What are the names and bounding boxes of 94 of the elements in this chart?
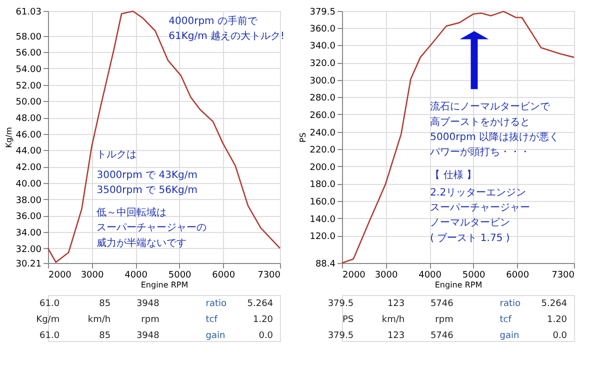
annotation: スーパーチャージャー [430, 202, 530, 214]
x-tick-label: 7300 [258, 270, 281, 280]
text: 61.0 [40, 331, 60, 341]
annotation: 【 仕様 】 [430, 168, 477, 181]
x-tick-label: 7300 [552, 270, 575, 280]
y-tick-label: 360.0 [310, 24, 336, 34]
text: ratio [500, 299, 522, 309]
text: 1.20 [546, 315, 568, 325]
x-tick-label: 6000 [212, 270, 236, 280]
text: 0.0 [258, 331, 274, 341]
y-tick-label: 58.00 [16, 32, 42, 42]
y-tick-label: 30.21 [16, 260, 42, 270]
text: 1.20 [252, 315, 274, 325]
annotation: 威力が半端ないです [96, 236, 187, 249]
x-tick-label: 4000 [124, 270, 148, 280]
text: 3948 [136, 331, 160, 341]
y-tick-label: 260.0 [310, 110, 336, 121]
x-tick-label: 2000 [342, 270, 366, 280]
annotation: 61Kg/m 越えの大トルク! [168, 30, 285, 42]
y-tick-label: 32.00 [16, 244, 42, 255]
text: 5746 [430, 299, 454, 309]
annotation: ノーマルタービン [430, 218, 510, 229]
text: 85 [99, 299, 111, 309]
x-tick-label: 6000 [506, 270, 530, 280]
y-tick-label: 180.0 [310, 180, 336, 190]
text: 379.5 [328, 299, 354, 309]
y-tick-label: 54.00 [16, 64, 42, 75]
x-tick-label: 4000 [418, 270, 442, 280]
text: tcf [500, 315, 512, 325]
y-tick-label: 160.0 [310, 198, 336, 208]
y-tick-label: 300.0 [310, 76, 336, 86]
y-tick-label: 34.00 [16, 228, 42, 239]
annotation: 3000rpm で 43Kg/m [96, 170, 198, 181]
text: 3948 [136, 299, 160, 309]
x-tick-label: 3000 [80, 270, 104, 280]
y-tick-label: 44.00 [16, 146, 42, 157]
annotation: 流石にノーマルタービンで [430, 100, 552, 113]
y-tick-label: 52.00 [16, 81, 42, 92]
annotation: パワーが頭打ち・・・ [429, 146, 530, 158]
x-tick-label: 3000 [374, 270, 398, 280]
x-tick-label: 2000 [48, 270, 72, 280]
text: 5.264 [541, 299, 568, 309]
y-tick-label: 120.0 [310, 232, 336, 242]
text: 5.264 [247, 299, 274, 309]
y-axis-title: PS [298, 132, 308, 142]
x-tick-label: 5000 [168, 270, 192, 280]
y-tick-label: 36.00 [16, 212, 42, 222]
y-tick-label: 140.0 [310, 214, 336, 225]
text: 85 [99, 331, 111, 341]
annotation: ( ブースト 1.75 ) [430, 232, 510, 244]
text: tcf [206, 315, 218, 325]
annotation: 高ブーストをかけると [430, 116, 530, 128]
text: gain [500, 331, 520, 341]
y-tick-label: 88.4 [315, 260, 336, 270]
y-tick-label: 50.00 [16, 98, 42, 108]
y-tick-label: 42.00 [16, 163, 42, 174]
text: 0.0 [552, 331, 568, 341]
x-tick-label: 5000 [462, 270, 486, 280]
y-tick-label: 46.00 [16, 130, 42, 140]
annotation: 4000rpm の手前で [168, 15, 258, 28]
y-tick-label: 220.0 [310, 146, 336, 156]
y-tick-label: 56.00 [16, 48, 42, 59]
y-tick-label: 48.00 [16, 114, 42, 124]
text: 61.0 [40, 299, 60, 309]
y-axis-title: Kg/m [4, 126, 14, 148]
x-axis-title: Engine RPM [434, 280, 482, 290]
text: ratio [206, 299, 228, 309]
text: rpm [435, 315, 454, 325]
y-tick-label: 340.0 [310, 42, 336, 52]
annotation: 2.2リッターエンジン [430, 187, 526, 198]
text: 5746 [430, 331, 454, 341]
annotation: 3500rpm で 56Kg/m [96, 184, 198, 196]
text: Kg/m [36, 315, 60, 325]
text: km/h [88, 315, 111, 325]
y-tick-label: 200.0 [310, 162, 336, 173]
text: PS [342, 315, 354, 325]
y-tick-label: 280.0 [310, 94, 336, 104]
x-axis-title: Engine RPM [140, 280, 188, 290]
y-tick-label: 40.00 [16, 179, 42, 190]
text: 379.5 [328, 331, 354, 341]
y-tick-label: 320.0 [310, 59, 336, 70]
y-tick-label: 240.0 [310, 128, 336, 138]
annotation: スーパーチャージャーの [96, 222, 207, 234]
text: gain [206, 331, 226, 341]
text: km/h [382, 315, 405, 325]
annotation: 5000rpm 以降は抜けが悪く [430, 130, 559, 143]
text: rpm [141, 315, 160, 325]
y-tick-label: 379.5 [310, 8, 336, 18]
text: 123 [387, 299, 405, 309]
text: 123 [387, 331, 405, 341]
annotation: トルクは [96, 150, 137, 161]
y-tick-label: 38.00 [16, 196, 42, 206]
annotation: 低～中回転域は [96, 206, 167, 219]
y-tick-label: 61.03 [16, 8, 42, 18]
